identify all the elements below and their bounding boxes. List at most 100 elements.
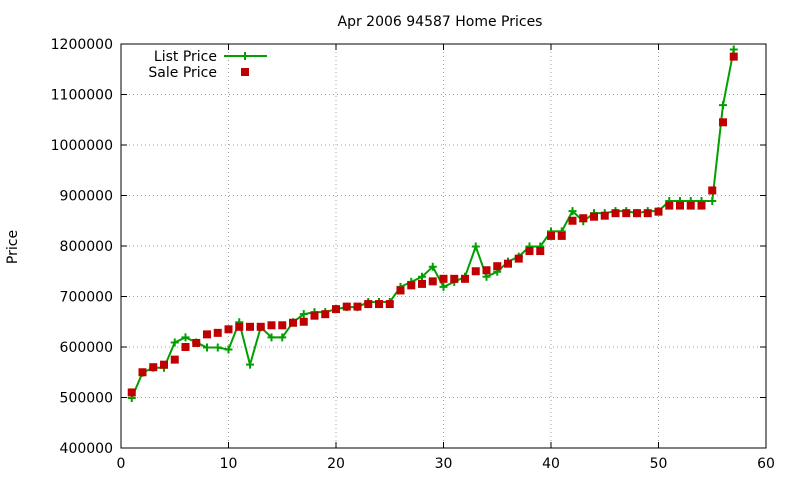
sale-price-point: [708, 186, 717, 195]
sale-price-point: [353, 302, 362, 311]
legend-swatch-square: [241, 68, 249, 76]
sale-price-point: [439, 274, 448, 283]
sale-price-point: [579, 214, 588, 223]
sale-price-point: [654, 207, 663, 216]
sale-price-point: [590, 212, 598, 221]
sale-price-point: [665, 201, 674, 210]
sale-price-point: [181, 343, 190, 351]
sale-price-point: [461, 274, 469, 283]
sale-price-point: [407, 281, 416, 290]
sale-price-point: [127, 388, 136, 397]
x-tick-label: 10: [220, 456, 238, 472]
sale-price-point: [342, 302, 351, 311]
list-price-line: [130, 49, 735, 399]
list-price-point: [278, 333, 287, 342]
list-price-point: [568, 207, 577, 216]
sale-price-point: [686, 201, 695, 210]
sale-price-point: [493, 262, 502, 271]
x-tick-label: 30: [435, 456, 453, 472]
legend-label: List Price: [154, 49, 217, 65]
sale-price-point: [385, 300, 394, 309]
sale-price-point: [192, 338, 201, 347]
sale-price-point: [633, 209, 641, 218]
list-price-point: [203, 343, 211, 352]
sale-price-point: [224, 325, 233, 334]
series-list-price: [127, 45, 738, 403]
sale-price-point: [364, 300, 373, 309]
sale-price-point: [611, 209, 620, 218]
list-price-point: [708, 197, 717, 206]
sale-price-point: [536, 247, 545, 256]
x-tick-label: 0: [117, 456, 126, 472]
sale-price-point: [418, 279, 426, 288]
sale-price-point: [557, 231, 566, 240]
sale-price-point: [278, 321, 287, 330]
x-tick-label: 60: [757, 456, 775, 472]
y-tick-label: 1200000: [51, 37, 113, 53]
sale-price-point: [600, 211, 609, 220]
sale-price-point: [246, 322, 254, 331]
sale-price-point: [375, 300, 383, 309]
sale-price-point: [482, 266, 491, 275]
sale-price-point: [203, 330, 211, 339]
sale-price-point: [622, 209, 631, 218]
list-price-point: [418, 272, 426, 281]
sale-price-point: [321, 310, 330, 319]
sale-price-point: [525, 247, 534, 256]
list-price-point: [224, 345, 233, 354]
list-price-point: [719, 101, 727, 110]
sale-price-point: [289, 318, 297, 327]
legend-label: Sale Price: [148, 65, 217, 81]
list-price-point: [439, 282, 448, 291]
x-tick-label: 40: [542, 456, 560, 472]
sale-price-point: [310, 311, 319, 320]
sale-price-point: [138, 368, 147, 377]
series: [127, 45, 738, 403]
list-price-point: [299, 310, 308, 319]
sale-price-point: [160, 360, 168, 369]
y-tick-label: 700000: [60, 290, 113, 306]
grid: [121, 44, 766, 448]
sale-price-point: [299, 317, 308, 326]
sale-price-point: [170, 355, 179, 364]
list-price-point: [267, 333, 276, 342]
list-price-point: [471, 242, 480, 251]
sale-price-point: [643, 209, 652, 218]
y-tick-label: 1100000: [51, 88, 113, 104]
y-tick-label: 400000: [60, 441, 113, 457]
list-price-point: [428, 262, 437, 271]
sale-price-point: [428, 277, 437, 286]
sale-price-point: [471, 267, 480, 276]
y-tick-label: 900000: [60, 189, 113, 205]
sale-price-point: [396, 286, 405, 295]
sale-price-point: [332, 305, 340, 314]
list-price-point: [246, 360, 254, 369]
sale-price-point: [547, 231, 555, 240]
sale-price-point: [719, 118, 727, 127]
sale-price-point: [213, 328, 222, 337]
list-price-point: [213, 343, 222, 352]
sale-price-point: [256, 322, 265, 331]
list-price-point: [170, 338, 179, 347]
y-tick-label: 500000: [60, 391, 113, 407]
sale-price-point: [149, 363, 158, 372]
chart-title: Apr 2006 94587 Home Prices: [338, 14, 543, 30]
series-sale-price: [127, 52, 738, 397]
sale-price-point: [568, 216, 577, 225]
sale-price-point: [267, 321, 276, 330]
axes: 0 10 20 30 40 50 60 400000 500000 600000 700000 800…: [51, 37, 775, 472]
sale-price-point: [697, 201, 706, 210]
y-tick-label: 1000000: [51, 138, 113, 154]
legend-swatch-cross: [241, 52, 249, 60]
sale-price-point: [729, 52, 738, 61]
y-tick-label: 600000: [60, 340, 113, 356]
x-tick-label: 50: [650, 456, 668, 472]
y-axis-label: Price: [5, 230, 21, 264]
sale-price-point: [450, 274, 459, 283]
sale-price-point: [514, 254, 523, 263]
sale-price-point: [235, 322, 244, 331]
list-price-point: [181, 333, 190, 342]
sale-price-point: [676, 201, 684, 210]
